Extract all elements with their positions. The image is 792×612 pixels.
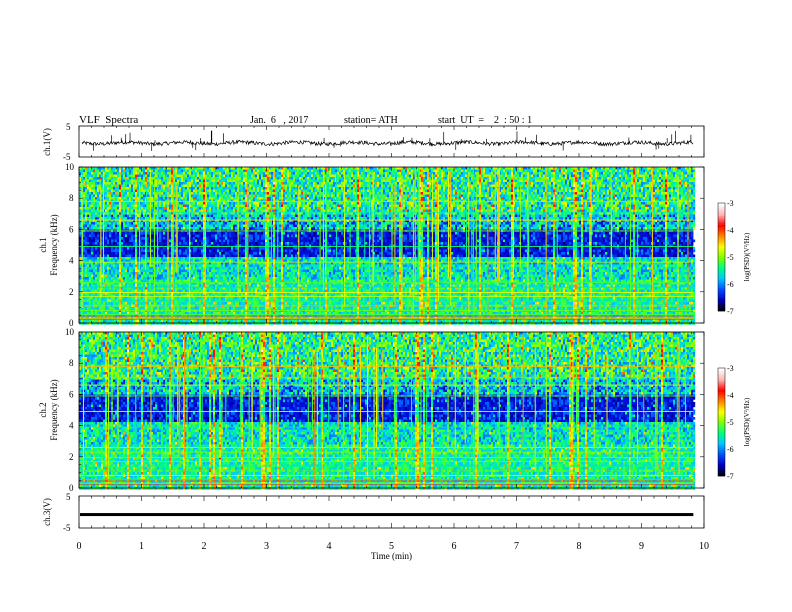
ch1-spectrogram-ytick-label: 4 [69,256,74,266]
ch2-spectrogram-colorbar-tick: -6 [727,445,734,454]
ch2-spectrogram-ytick-label: 0 [69,483,74,493]
ch1-ytick-bottom: -5 [63,152,71,162]
ch1-spectrogram-channel-label: ch.1 [38,237,48,252]
x-axis-label: Time (min) [371,551,412,561]
ch2-spectrogram-ytick-label: 8 [69,358,74,368]
x-tick-label: 9 [639,541,644,552]
ch1-waveform-frame [78,125,705,158]
ch2-spectrogram-colorbar-tick: -7 [727,472,734,481]
x-tick-label: 4 [327,541,332,552]
ch1-spectrogram-colorbar-tick: -4 [727,226,734,235]
x-tick-label: 2 [202,541,207,552]
ch1-waveform-line [81,139,694,147]
ch2-spectrogram-channel-label: ch.2 [38,402,48,417]
ch3-waveform-ylabel: ch.3(V) [42,498,52,526]
ch1-spectrogram-colorbar-tick: -5 [727,253,734,262]
station-label: station= ATH [344,115,398,126]
ch2-spectrogram-colorbar-tick: -4 [727,391,734,400]
ch1-spectrogram-colorbar-label: log(PSD)(V²/Hz) [743,232,751,281]
x-tick-label: 7 [514,541,519,552]
x-tick-label: 8 [577,541,582,552]
ch1-ytick-top: 5 [66,122,71,132]
chart-title: VLF Spectra [79,114,138,126]
ch2-spectrogram-ytick-label: 2 [69,452,74,462]
ch1-spectrogram-ytick-label: 6 [69,224,74,234]
ch2-spectrogram-colorbar-tick: -3 [727,364,734,373]
ch2-spectrogram-yticks [79,331,704,489]
ch2-spectrogram-tones [79,365,694,485]
ch1-spectrogram-colorbar-tick: -7 [727,307,734,316]
ch2-spectrogram-ytick-label: 6 [69,389,74,399]
ch1-spectrogram-colorbar-tick: -6 [727,280,734,289]
start-time-label: start UT = 2 : 50 : 1 [438,115,532,126]
ch2-spectrogram-colorbar [717,367,726,477]
ch1-waveform-spikes [93,130,692,151]
x-tick-label: 3 [264,541,269,552]
ch2-spectrogram-ytick-label: 4 [69,421,74,431]
ch3-ytick-bottom: -5 [63,523,71,533]
ch1-spectrogram-ytick-label: 2 [69,287,74,297]
ch2-spectrogram-image [79,332,704,490]
ch2-spectrogram-colorbar-tick: -5 [727,418,734,427]
ch3-ytick-top: 5 [66,492,71,502]
x-tick-label: 1 [139,541,144,552]
ch2-spectrogram-xticks [78,332,705,488]
ch1-waveform-ticks [78,126,705,157]
x-axis-ticks [78,496,705,528]
ch1-spectrogram-colorbar-tick: -3 [727,199,734,208]
x-tick-label: 6 [452,541,457,552]
ch1-spectrogram-ytick-label: 8 [69,193,74,203]
ch1-spectrogram-xticks [78,167,705,323]
ch2-spectrogram-ytick-label: 10 [65,327,75,337]
x-tick-label: 0 [77,541,82,552]
ch1-spectrogram-yticks [79,166,704,324]
date-label: Jan. 6 , 2017 [250,115,308,126]
x-tick-label: 5 [389,541,394,552]
ch1-spectrogram-ylabel: Frequency (kHz) [49,214,59,275]
ch3-waveform-line [80,513,694,517]
ch1-spectrogram-ytick-label: 10 [65,162,75,172]
x-tick-label: 10 [699,541,709,552]
ch2-spectrogram-ylabel: Frequency (kHz) [49,379,59,440]
ch2-spectrogram-colorbar-label: log(PSD)(V²/Hz) [743,397,751,446]
ch1-spectrogram-tones [79,200,694,320]
ch1-waveform-ylabel: ch.1(V) [42,128,52,156]
ch1-spectrogram-colorbar [717,202,726,312]
ch1-spectrogram-ytick-label: 0 [69,318,74,328]
